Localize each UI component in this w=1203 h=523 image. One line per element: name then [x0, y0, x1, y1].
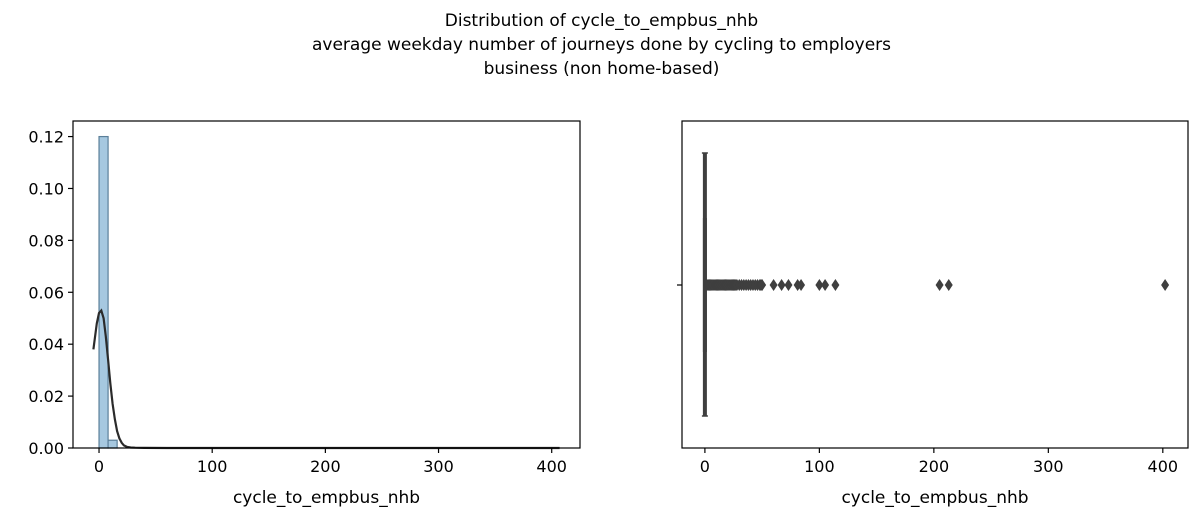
- outlier-point: [769, 279, 778, 291]
- y-tick-label: 0.12: [28, 128, 64, 147]
- x-tick-label: 0: [94, 457, 104, 476]
- y-tick-label: 0.02: [28, 387, 64, 406]
- x-tick-label: 200: [919, 457, 950, 476]
- outlier-point: [1161, 279, 1170, 291]
- figure-title-line-2: average weekday number of journeys done …: [311, 35, 892, 55]
- x-axis-label: cycle_to_empbus_nhb: [233, 488, 420, 508]
- x-tick-label: 100: [804, 457, 835, 476]
- outlier-point: [815, 279, 824, 291]
- outlier-point: [784, 279, 793, 291]
- figure-title-line-1: Distribution of cycle_to_empbus_nhb: [444, 11, 759, 31]
- x-tick-label: 100: [197, 457, 228, 476]
- kde-curve: [92, 308, 560, 450]
- histogram-frame: [72, 120, 581, 449]
- y-tick-label: 0.04: [28, 335, 64, 354]
- boxplot-panel: 0 100 200 300 400 cycle_to_empbus_nhb: [677, 120, 1189, 508]
- outlier-point: [758, 279, 767, 291]
- y-tick-label: 0.06: [28, 283, 64, 302]
- histogram-panel: 0 100 200 300 400 0.00 0.02 0.04 0.06 0.08 0.10 0.1…: [28, 120, 581, 508]
- x-tick-label: 400: [536, 457, 567, 476]
- histogram-bar-1: [107, 439, 118, 449]
- x-tick-label: 200: [310, 457, 341, 476]
- x-tick-label: 300: [423, 457, 454, 476]
- outlier-point: [935, 279, 944, 291]
- y-tick-label: 0.08: [28, 231, 64, 250]
- x-tick-label: 0: [700, 457, 710, 476]
- x-tick-label: 300: [1033, 457, 1064, 476]
- outlier-point: [831, 279, 840, 291]
- x-tick-label: 400: [1148, 457, 1179, 476]
- y-tick-label: 0.10: [28, 179, 64, 198]
- y-tick-label: 0.00: [28, 439, 64, 458]
- histogram-bar-0: [98, 135, 109, 449]
- x-axis-label: cycle_to_empbus_nhb: [841, 488, 1028, 508]
- outlier-point: [944, 279, 953, 291]
- outlier-point: [777, 279, 786, 291]
- outlier-point: [797, 279, 806, 291]
- figure-title-line-3: business (non home-based): [483, 59, 720, 79]
- outlier-point: [821, 279, 830, 291]
